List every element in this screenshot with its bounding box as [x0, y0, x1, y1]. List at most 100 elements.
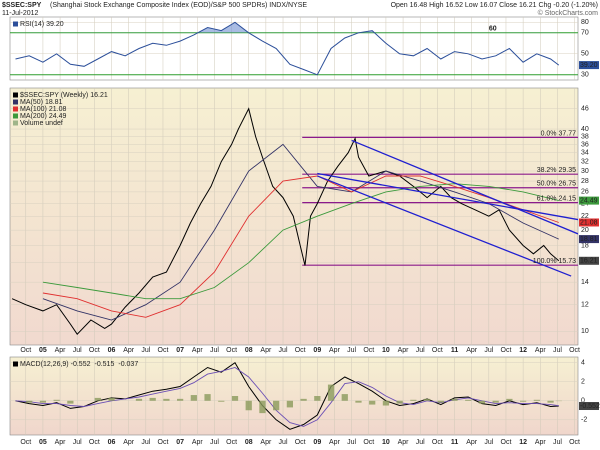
- panel: [9, 87, 579, 346]
- x-tick-label: Apr: [329, 439, 341, 446]
- x-tick-label: 10: [382, 347, 390, 354]
- legend-name: $SSEC:SPY (Weekly): [20, 92, 88, 99]
- y-tick-label: 22: [581, 213, 589, 220]
- histogram-bar: [547, 400, 554, 403]
- fib-label: 61.8% 24.15: [537, 195, 576, 202]
- histogram-bar: [396, 400, 403, 404]
- panel: [9, 16, 579, 81]
- histogram-bar: [533, 399, 540, 401]
- x-tick-label: Apr: [398, 439, 410, 446]
- histogram-bar: [149, 397, 156, 401]
- x-tick-label: Apr: [535, 439, 547, 446]
- x-tick-label: Apr: [466, 439, 478, 446]
- x-tick-label: Oct: [432, 439, 443, 446]
- x-tick-label: Jul: [347, 347, 356, 354]
- value-box-label: 39.20: [580, 62, 598, 69]
- histogram-bar: [369, 400, 376, 405]
- x-tick-label: Jul: [210, 347, 219, 354]
- histogram-bar: [437, 400, 444, 403]
- y-tick-label: 30: [581, 168, 589, 175]
- credit: © StockCharts.com: [538, 9, 599, 17]
- plot: [10, 357, 578, 435]
- y-tick-label: 46: [581, 106, 589, 113]
- x-tick-label: Jul: [210, 439, 219, 446]
- x-tick-label: 11: [451, 439, 459, 446]
- value-box-label: 16.21: [580, 258, 598, 265]
- series-line: [42, 143, 559, 321]
- legend-swatch: [13, 92, 18, 98]
- value-box: [579, 196, 599, 205]
- fib-label: 50.0% 26.75: [537, 181, 576, 188]
- x-tick-label: Jul: [279, 439, 288, 446]
- histogram-bar: [520, 400, 527, 402]
- x-tick-label: Oct: [295, 347, 306, 354]
- legend-name: MA(200): [20, 113, 47, 120]
- y-tick-label: 12: [581, 301, 589, 308]
- x-tick-label: Oct: [89, 347, 100, 354]
- histogram-bar: [410, 399, 417, 401]
- x-tick-label: Apr: [260, 439, 272, 446]
- x-tick-label: Apr: [123, 439, 135, 446]
- x-tick-label: Apr: [329, 347, 341, 354]
- x-tick-label: Jul: [553, 347, 562, 354]
- y-tick-label: 4: [581, 360, 585, 367]
- x-tick-label: Oct: [20, 439, 31, 446]
- plot: [10, 17, 578, 80]
- x-tick-label: Jul: [416, 439, 425, 446]
- fib-label: 100.0% 15.73: [533, 258, 576, 265]
- histogram-bar: [314, 396, 321, 401]
- legend-value: -0.515: [95, 361, 115, 368]
- trendline: [317, 175, 572, 277]
- volume-label: Volume undef: [20, 120, 63, 127]
- x-tick-label: 06: [108, 439, 116, 446]
- x-tick-label: 05: [39, 347, 47, 354]
- y-tick-label: 32: [581, 158, 589, 165]
- series-line: [42, 175, 559, 318]
- histogram-bar: [273, 400, 280, 411]
- x-tick-label: 08: [245, 439, 253, 446]
- y-tick-label: 28: [581, 178, 589, 185]
- x-tick-label: 12: [519, 439, 527, 446]
- x-tick-label: Apr: [260, 347, 272, 354]
- histogram-bar: [451, 398, 458, 401]
- x-tick-label: 09: [313, 439, 321, 446]
- series-line: [11, 107, 560, 335]
- x-tick-label: Oct: [20, 347, 31, 354]
- value-box: [579, 61, 599, 70]
- histogram-bar: [382, 400, 390, 406]
- x-tick-label: Oct: [501, 439, 512, 446]
- y-tick-label: 70: [581, 30, 589, 37]
- x-tick-label: 06: [108, 347, 116, 354]
- histogram-bar: [39, 400, 47, 403]
- x-tick-label: Jul: [484, 347, 493, 354]
- x-tick-label: Oct: [295, 439, 306, 446]
- value-box-label: 18.81: [580, 236, 598, 243]
- histogram-bar: [423, 398, 431, 401]
- x-tick-label: Apr: [466, 347, 478, 354]
- x-tick-label: 08: [245, 347, 253, 354]
- histogram-bar: [286, 400, 294, 408]
- x-tick-label: Jul: [347, 439, 356, 446]
- date: 11-Jul-2012: [2, 10, 39, 17]
- histogram-bar: [245, 400, 252, 411]
- fib-label: 0.0% 37.77: [541, 130, 577, 137]
- histogram-bar: [26, 400, 33, 403]
- legend-value: 24.49: [49, 113, 67, 120]
- histogram-bar: [341, 394, 348, 401]
- legend-value: -0.552: [71, 361, 91, 368]
- level-label: 60: [489, 26, 497, 33]
- histogram-bar: [67, 400, 74, 404]
- series-line: [42, 183, 559, 300]
- histogram-bar: [259, 400, 266, 414]
- y-tick-label: 80: [581, 19, 589, 26]
- fib-label: 38.2% 29.35: [537, 167, 576, 174]
- x-tick-label: Apr: [123, 347, 135, 354]
- y-tick-label: 40: [581, 126, 589, 133]
- histogram-bar: [135, 398, 143, 401]
- histogram-bar: [108, 397, 115, 401]
- x-tick-label: 07: [176, 347, 184, 354]
- legend-value: -0.037: [118, 361, 138, 368]
- y-tick-label: 30: [581, 72, 589, 79]
- x-tick-label: Jul: [279, 347, 288, 354]
